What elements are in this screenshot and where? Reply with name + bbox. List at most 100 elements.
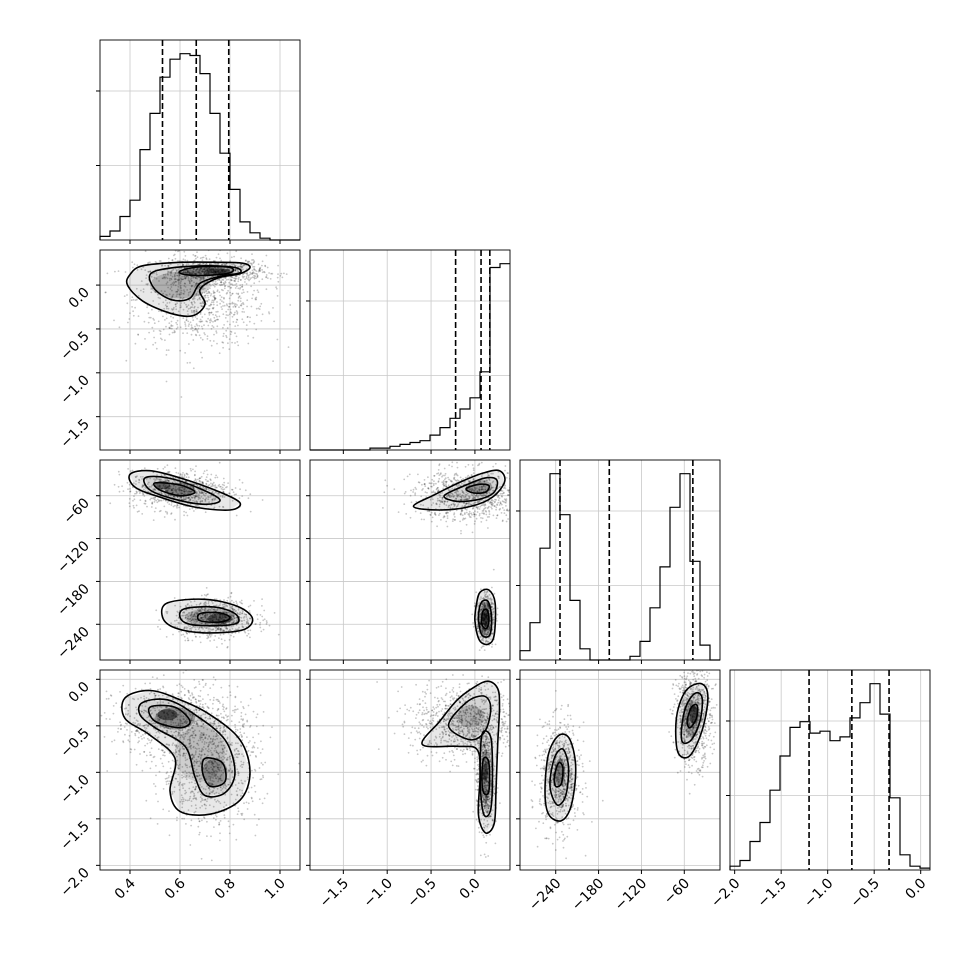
scatter-panel-0-3-sample-point <box>244 713 247 716</box>
scatter-panel-0-1-sample-point <box>158 329 161 332</box>
scatter-panel-0-3-sample-point <box>175 751 178 753</box>
scatter-panel-0-2-sample-point <box>190 622 193 624</box>
scatter-panel-0-1-sample-point <box>187 313 189 315</box>
scatter-panel-0-2-sample-point <box>203 608 206 611</box>
scatter-panel-0-2-sample-point <box>236 628 239 631</box>
scatter-panel-0-3-sample-point <box>150 747 153 750</box>
scatter-panel-0-1-sample-point <box>137 334 140 336</box>
scatter-panel-0-1-sample-point <box>204 271 206 274</box>
scatter-panel-0-2-sample-point <box>180 489 183 492</box>
scatter-panel-0-3-sample-point <box>122 741 125 744</box>
scatter-panel-0-3-sample-point <box>166 729 169 732</box>
scatter-panel-0-2-sample-point <box>241 612 244 615</box>
scatter-panel-0-3-sample-point <box>169 767 172 770</box>
scatter-panel-0-1-sample-point <box>202 263 205 265</box>
scatter-panel-0-1-sample-point <box>163 276 166 279</box>
scatter-panel-0-1-sample-point <box>196 277 199 280</box>
scatter-panel-0-2-sample-point <box>172 495 175 498</box>
scatter-panel-0-1-sample-point <box>208 292 211 294</box>
scatter-panel-0-2-sample-point <box>225 604 228 607</box>
scatter-panel-0-1-sample-point <box>177 283 180 285</box>
scatter-panel-0-1-sample-point <box>217 253 220 256</box>
scatter-panel-0-3-sample-point <box>179 736 182 739</box>
scatter-panel-0-3-sample-point <box>240 779 243 782</box>
scatter-panel-0-1-sample-point <box>184 272 187 274</box>
scatter-panel-0-3-sample-point <box>189 718 192 720</box>
scatter-panel-0-3-sample-point <box>181 802 184 805</box>
scatter-panel-0-2-sample-point <box>213 616 216 619</box>
scatter-panel-0-1-sample-point <box>195 257 197 260</box>
scatter-panel-0-3-sample-point <box>181 747 184 750</box>
scatter-panel-0-1-sample-point <box>220 284 223 286</box>
scatter-panel-0-1-sample-point <box>154 341 157 344</box>
scatter-panel-0-1-sample-point <box>196 268 198 271</box>
scatter-panel-0-1-sample-point <box>213 285 216 288</box>
scatter-panel-0-2-sample-point <box>212 618 215 621</box>
scatter-panel-0-3-sample-point <box>167 780 169 782</box>
scatter-panel-0-2-sample-point <box>238 631 240 634</box>
scatter-panel-0-1-sample-point <box>210 263 213 265</box>
scatter-panel-0-1-sample-point <box>245 277 248 280</box>
scatter-panel-0-1-sample-point <box>187 279 190 281</box>
scatter-panel-0-1-sample-point <box>173 330 176 332</box>
scatter-panel-0-2-sample-point <box>199 609 202 611</box>
scatter-panel-0-1-sample-point <box>186 271 189 274</box>
scatter-panel-0-3-sample-point <box>193 764 196 767</box>
scatter-panel-0-2-sample-point <box>166 611 169 613</box>
scatter-panel-0-3-sample-point <box>164 736 167 739</box>
scatter-panel-0-3-sample-point <box>198 833 201 836</box>
scatter-panel-0-1-sample-point <box>204 273 206 275</box>
scatter-panel-0-1-sample-point <box>263 271 266 274</box>
scatter-panel-0-3-sample-point <box>189 742 191 744</box>
scatter-panel-0-3-sample-point <box>158 718 161 721</box>
scatter-panel-0-1-sample-point <box>159 297 161 300</box>
scatter-panel-0-3-sample-point <box>194 788 197 791</box>
scatter-panel-0-2-sample-point <box>180 498 183 501</box>
scatter-panel-0-3-sample-point <box>202 733 205 736</box>
scatter-panel-0-1-sample-point <box>195 311 198 314</box>
scatter-panel-0-1-sample-point <box>171 309 174 311</box>
scatter-panel-0-2-sample-point <box>195 465 197 467</box>
scatter-panel-0-1-sample-point <box>266 277 269 279</box>
scatter-panel-0-1-sample-point <box>212 340 215 342</box>
scatter-panel-0-1-sample-point <box>205 267 207 270</box>
scatter-panel-0-2-sample-point <box>129 470 132 473</box>
scatter-panel-0-3-sample-point <box>198 831 201 834</box>
scatter-panel-0-3-sample-point <box>211 782 214 785</box>
scatter-panel-0-1-sample-point <box>197 286 200 289</box>
scatter-panel-0-2-sample-point <box>141 478 144 480</box>
scatter-panel-0-3-sample-point <box>202 733 205 736</box>
scatter-panel-0-3-sample-point <box>241 719 244 722</box>
scatter-panel-0-3-sample-point <box>136 730 139 732</box>
scatter-panel-0-1-sample-point <box>238 306 240 309</box>
scatter-panel-0-2-sample-point <box>192 499 195 502</box>
scatter-panel-0-3-sample-point <box>163 727 166 729</box>
scatter-panel-0-2-sample-point <box>222 488 224 491</box>
scatter-panel-0-2-sample-point <box>152 471 155 474</box>
scatter-panel-0-1-sample-point <box>176 326 179 329</box>
scatter-panel-0-2-sample-point <box>199 614 202 617</box>
scatter-panel-0-3-sample-point <box>189 694 192 697</box>
scatter-panel-0-1-sample-point <box>176 290 179 293</box>
scatter-panel-0-2-sample-point <box>199 602 202 605</box>
scatter-panel-0-3-sample-point <box>212 817 215 820</box>
scatter-panel-0-1-sample-point <box>210 263 212 266</box>
scatter-panel-1-2-sample-point <box>501 507 504 509</box>
scatter-panel-0-1-sample-point <box>237 344 240 347</box>
scatter-panel-0-1-sample-point <box>161 264 164 267</box>
scatter-panel-0-2-sample-point <box>227 482 230 484</box>
scatter-panel-0-2-sample-point <box>198 480 201 483</box>
scatter-panel-0-3-sample-point <box>135 719 138 722</box>
scatter-panel-0-1-sample-point <box>158 280 160 282</box>
scatter-panel-0-2-sample-point <box>176 496 179 498</box>
scatter-panel-0-3-sample-point <box>182 731 185 734</box>
scatter-panel-0-3-sample-point <box>260 778 263 780</box>
scatter-panel-0-2-sample-point <box>232 619 234 621</box>
scatter-panel-0-1-sample-point <box>182 271 185 274</box>
scatter-panel-0-1-sample-point <box>203 332 206 334</box>
scatter-panel-0-1-sample-point <box>249 316 252 319</box>
scatter-panel-0-1-sample-point <box>225 279 228 281</box>
scatter-panel-0-1-sample-point <box>147 261 150 264</box>
scatter-panel-0-1-sample-point <box>171 275 174 278</box>
scatter-panel-0-2-sample-point <box>204 623 207 626</box>
